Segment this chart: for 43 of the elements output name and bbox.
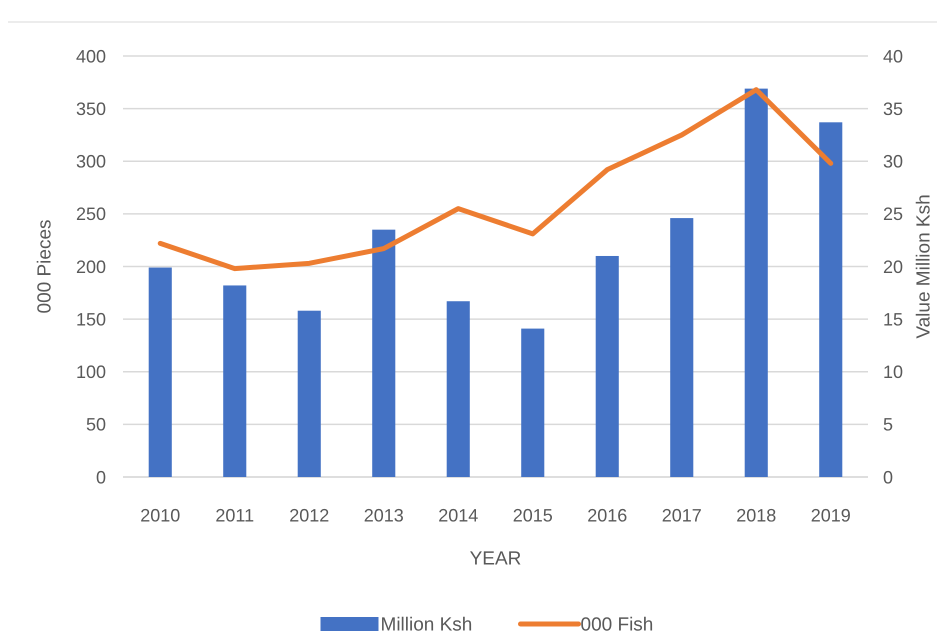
x-tick-label: 2013 — [364, 505, 404, 526]
y2-tick-label: 35 — [883, 98, 904, 119]
y-tick-label: 250 — [76, 204, 106, 224]
x-axis-title: YEAR — [470, 548, 522, 570]
y2-tick-label: 15 — [883, 309, 904, 330]
x-tick-label: 2014 — [438, 505, 478, 526]
x-tick-label: 2018 — [736, 505, 776, 526]
y2-tick-label: 0 — [883, 467, 894, 488]
y-tick-label: 200 — [76, 256, 106, 277]
x-tick-label: 2019 — [810, 505, 851, 526]
legend-label: Million Ksh — [380, 614, 472, 636]
y-tick-label: 350 — [76, 98, 106, 119]
y2-tick-label: 30 — [883, 152, 904, 172]
bar — [148, 268, 172, 477]
bar — [446, 301, 470, 477]
y2-axis-title: Value Million Ksh — [914, 194, 935, 339]
y-axis-title: 000 Pieces — [34, 219, 56, 314]
bar — [372, 230, 396, 477]
bar — [744, 88, 768, 477]
y-tick-label: 150 — [76, 309, 106, 330]
x-tick-label: 2012 — [289, 505, 330, 526]
x-tick-label: 2017 — [662, 505, 702, 526]
bar — [223, 285, 246, 477]
y-tick-label: 400 — [76, 46, 106, 66]
y-tick-label: 100 — [76, 362, 106, 382]
y2-tick-label: 20 — [883, 256, 904, 277]
y-tick-label: 0 — [96, 467, 106, 488]
x-tick-label: 2016 — [587, 505, 628, 526]
bar — [596, 256, 619, 477]
legend-label: 000 Fish — [580, 614, 654, 636]
y-tick-label: 50 — [86, 414, 106, 435]
bar — [670, 218, 694, 477]
x-tick-label: 2011 — [215, 505, 254, 526]
bar — [521, 328, 544, 477]
y2-tick-label: 25 — [883, 204, 904, 224]
bar — [298, 310, 321, 477]
y2-tick-label: 5 — [883, 414, 894, 435]
y-tick-label: 300 — [76, 152, 106, 172]
bar — [819, 122, 842, 477]
y2-tick-label: 10 — [883, 362, 904, 382]
y2-tick-label: 40 — [883, 46, 904, 66]
x-tick-label: 2010 — [140, 505, 180, 526]
x-tick-label: 2015 — [512, 505, 553, 526]
